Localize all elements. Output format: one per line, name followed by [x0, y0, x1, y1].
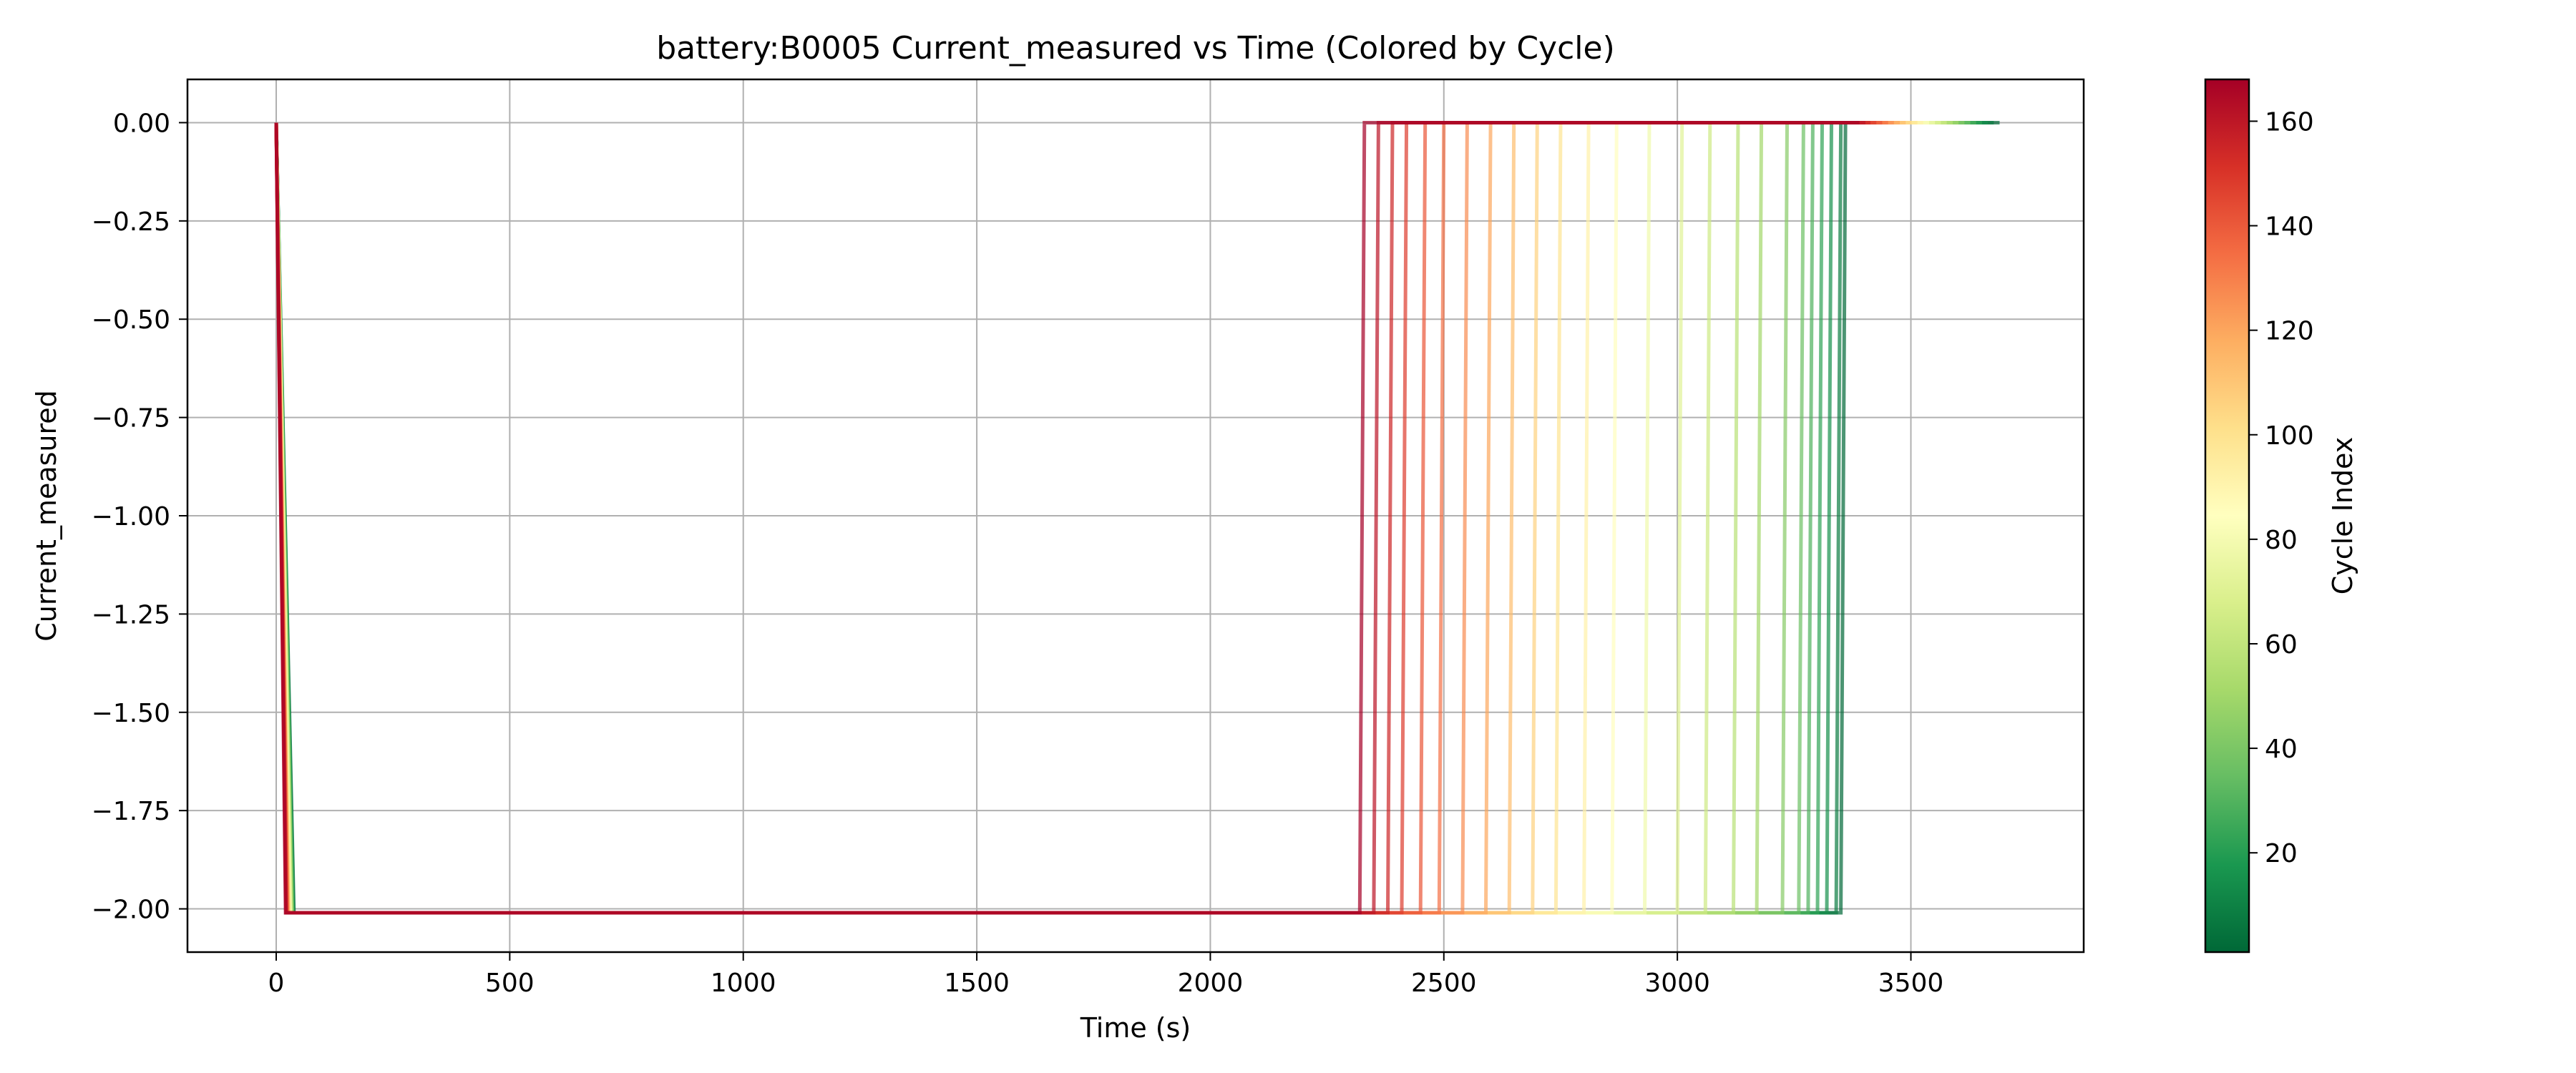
cycle-series-line	[274, 121, 1912, 915]
x-tick-label: 2500	[1411, 969, 1477, 998]
x-tick-label: 500	[485, 969, 535, 998]
colorbar-label: Cycle Index	[2327, 437, 2358, 595]
cycle-series-line	[274, 121, 1860, 915]
cycle-series-line	[274, 121, 1976, 915]
cycle-series-line	[274, 121, 2000, 915]
cycle-series-line	[274, 121, 1918, 915]
cycle-series-line	[274, 121, 1947, 915]
x-axis-label: Time (s)	[1080, 1012, 1191, 1044]
chart-title: battery:B0005 Current_measured vs Time (…	[656, 30, 1615, 67]
colorbar-tick-label: 120	[2265, 317, 2314, 346]
colorbar-tick-label: 100	[2265, 421, 2314, 451]
colorbar-tick-label: 20	[2265, 839, 2298, 868]
colorbar	[2204, 78, 2250, 954]
y-tick-label: 0.00	[113, 109, 170, 138]
y-tick-label: −1.75	[92, 797, 170, 826]
x-tick-label: 1500	[944, 969, 1010, 998]
colorbar-tick-label: 60	[2265, 630, 2298, 660]
colorbar-ticks: 20 40 60 80 100 120 140 160	[2249, 107, 2314, 868]
cycle-series-line	[274, 121, 1989, 915]
cycle-series-line	[274, 121, 1883, 915]
y-tick-label: −1.25	[92, 600, 170, 629]
series-lines	[274, 121, 2000, 915]
cycle-series-line	[274, 121, 1894, 915]
x-tick-label: 3000	[1644, 969, 1710, 998]
colorbar-tick-label: 160	[2265, 107, 2314, 137]
y-tick-label: −0.25	[92, 207, 170, 237]
y-axis-label: Current_measured	[31, 390, 62, 642]
x-tick-label: 0	[268, 969, 285, 998]
y-tick-label: −2.00	[92, 896, 170, 925]
cycle-series-line	[274, 121, 1906, 915]
cycle-series-line	[274, 121, 1965, 915]
cycle-series-line	[274, 121, 1936, 915]
cycle-series-line	[274, 121, 1953, 915]
cycle-series-line	[274, 121, 1900, 915]
cycle-series-line	[274, 121, 1982, 915]
x-tick-label: 2000	[1178, 969, 1244, 998]
y-tick-label: −0.50	[92, 305, 170, 335]
x-tick-label: 3500	[1878, 969, 1944, 998]
x-axis-ticks: 0 500 1000 1500 2000 2500 3000 3500	[268, 952, 1944, 998]
x-tick-label: 1000	[711, 969, 776, 998]
cycle-series-line	[274, 121, 1877, 915]
cycle-series-line	[274, 121, 1971, 915]
cycle-series-line	[274, 121, 1870, 915]
colorbar-tick-label: 40	[2265, 735, 2298, 764]
cycle-series-line	[274, 121, 1865, 915]
colorbar-tick-label: 140	[2265, 212, 2314, 242]
cycle-series-line	[274, 121, 1941, 915]
y-tick-label: −0.75	[92, 404, 170, 433]
y-axis-ticks: 0.00 −0.25 −0.50 −0.75 −1.00 −1.25 −1.50 −1.75 −…	[92, 109, 187, 925]
y-tick-label: −1.00	[92, 502, 170, 531]
cycle-series-line	[274, 121, 1923, 915]
colorbar-tick-label: 80	[2265, 526, 2298, 555]
y-tick-label: −1.50	[92, 699, 170, 728]
